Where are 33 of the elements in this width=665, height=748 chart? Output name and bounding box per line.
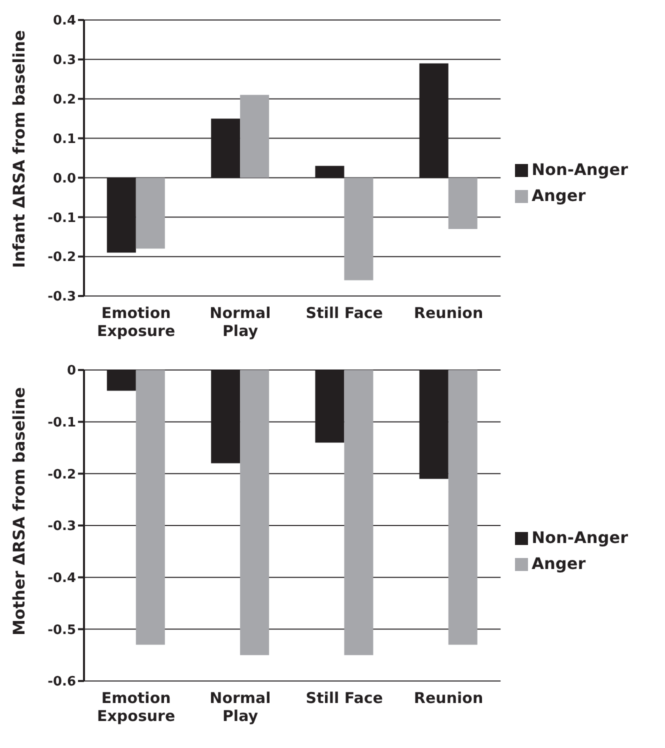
bar (344, 178, 374, 280)
bar (448, 178, 478, 229)
y-tick-label: 0.3 (52, 53, 76, 68)
y-tick-label: 0 (66, 364, 76, 379)
y-tick-label: -0.1 (48, 210, 76, 226)
y-tick-label: 0.4 (52, 14, 76, 29)
y-tick-label: -0.2 (48, 250, 76, 266)
y-tick-label: 0.1 (52, 132, 76, 147)
x-tick-label: Reunion (414, 689, 484, 707)
legend-label: Anger (532, 186, 586, 205)
y-axis-title: Infant ΔRSA from baseline (10, 30, 29, 268)
x-tick-label: Normal Play (210, 689, 271, 725)
y-tick-label: 0.0 (52, 171, 76, 186)
legend-label: Non-Anger (532, 160, 628, 179)
y-tick-label: -0.1 (48, 415, 76, 430)
y-tick-label: 0.2 (52, 92, 76, 108)
y-axis-title: Mother ΔRSA from baseline (10, 386, 29, 636)
x-tick-label: Emotion Exposure (97, 689, 176, 725)
y-tick-label: -0.3 (48, 290, 76, 305)
y-tick-label: -0.2 (48, 467, 76, 482)
bar (136, 178, 165, 249)
x-tick-label: Still Face (306, 689, 383, 707)
legend-label: Anger (532, 554, 586, 572)
y-tick-label: -0.3 (48, 519, 76, 534)
legend-label: Non-Anger (532, 528, 628, 546)
x-tick-label: Still Face (306, 304, 383, 322)
bar (240, 94, 270, 178)
y-tick-label: -0.6 (48, 674, 76, 690)
x-tick-label: Normal Play (210, 304, 271, 340)
x-tick-label: Emotion Exposure (97, 304, 176, 340)
y-tick-label: -0.4 (48, 570, 76, 586)
y-tick-label: -0.5 (48, 622, 76, 638)
x-tick-label: Reunion (414, 304, 484, 322)
